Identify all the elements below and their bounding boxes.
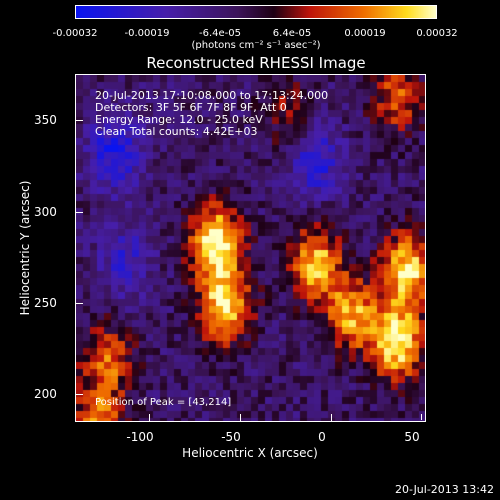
colorbar-tick: -0.00019	[124, 28, 170, 39]
y-axis-label: Heliocentric Y (arcsec)	[18, 180, 32, 316]
y-tick-label: 350	[34, 113, 57, 127]
plot-timestamp: 20-Jul-2013 13:42	[394, 483, 494, 496]
colorbar-tick: 6.4e-05	[272, 28, 312, 39]
heatmap	[76, 75, 425, 421]
x-tick-label: -50	[221, 430, 241, 444]
info-clean: Clean Total counts: 4.42E+03	[95, 125, 258, 138]
x-tick-label: 0	[318, 430, 326, 444]
info-detectors: Detectors: 3F 5F 6F 7F 8F 9F, Att 0	[95, 101, 287, 114]
y-tick-label: 250	[34, 296, 57, 310]
x-axis-label: Heliocentric X (arcsec)	[182, 446, 318, 460]
colorbar-tick: 0.00032	[416, 28, 458, 39]
y-tick-label: 300	[34, 205, 57, 219]
info-time: 20-Jul-2013 17:10:08.000 to 17:13:24.000	[95, 89, 329, 102]
colorbar	[75, 5, 437, 19]
colorbar-unit: (photons cm⁻² s⁻¹ asec⁻²)	[191, 40, 321, 51]
info-energy: Energy Range: 12.0 - 25.0 keV	[95, 113, 263, 126]
plot-area	[75, 74, 426, 422]
x-tick-label: -100	[126, 430, 154, 444]
colorbar-tick: -6.4e-05	[199, 28, 241, 39]
x-tick-label: 50	[404, 430, 420, 444]
y-tick-label: 200	[34, 387, 57, 401]
colorbar-tick: -0.00032	[52, 28, 98, 39]
colorbar-tick: 0.00019	[344, 28, 386, 39]
peak-position: Position of Peak = [43,214]	[95, 397, 232, 408]
chart-title: Reconstructed RHESSI Image	[146, 54, 366, 72]
